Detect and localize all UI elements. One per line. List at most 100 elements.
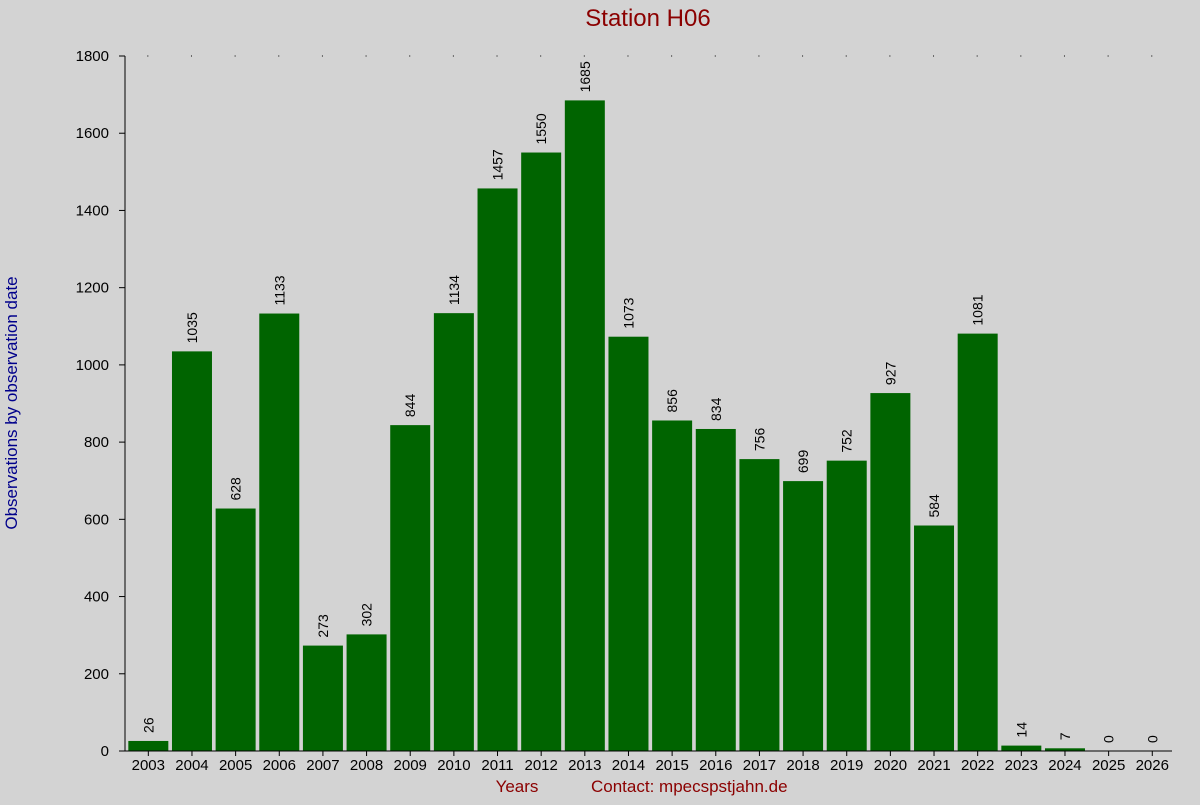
y-tick-label: 200 bbox=[84, 666, 109, 683]
x-axis-ticks: 2003 2004 2005 2006 2007 2008 2009 2010 2011 2012… bbox=[132, 751, 1169, 774]
x-tick-label-2006: 2006 bbox=[263, 757, 296, 774]
bar-2004 bbox=[171, 351, 212, 751]
chart-title: Station H06 bbox=[585, 5, 710, 32]
top-dot-marker bbox=[583, 55, 585, 57]
bar-value-label-2023: 14 bbox=[1013, 722, 1029, 738]
x-tick-label-2007: 2007 bbox=[306, 757, 339, 774]
bar-2019 bbox=[826, 460, 867, 751]
top-dot-marker bbox=[627, 55, 629, 57]
y-axis-ticks: 0 200 400 600 800 1000 1200 1400 1600 1800 bbox=[76, 48, 1153, 760]
bar-value-label-2020: 927 bbox=[882, 362, 898, 386]
bar-value-label-2017: 756 bbox=[751, 428, 767, 452]
bar-2006 bbox=[259, 313, 300, 751]
top-dot-marker bbox=[1020, 55, 1022, 57]
bar-value-label-2004: 1035 bbox=[184, 312, 200, 343]
bar-2003 bbox=[128, 740, 169, 751]
top-dot-marker bbox=[540, 55, 542, 57]
bars bbox=[128, 100, 1085, 752]
top-dot-marker bbox=[845, 55, 847, 57]
top-dot-marker bbox=[1107, 55, 1109, 57]
y-tick-label: 1600 bbox=[76, 125, 109, 142]
x-tick-label-2022: 2022 bbox=[961, 757, 994, 774]
top-dot-marker bbox=[976, 55, 978, 57]
x-tick-label-2009: 2009 bbox=[394, 757, 427, 774]
top-dot-marker bbox=[147, 55, 149, 57]
bar-2009 bbox=[390, 425, 431, 751]
bar-value-label-2013: 1685 bbox=[577, 61, 593, 92]
x-tick-label-2024: 2024 bbox=[1048, 757, 1081, 774]
x-tick-label-2025: 2025 bbox=[1092, 757, 1125, 774]
y-tick-label: 1400 bbox=[76, 202, 109, 219]
x-tick-label-2008: 2008 bbox=[350, 757, 383, 774]
y-tick-label: 600 bbox=[84, 511, 109, 528]
top-dot-marker bbox=[365, 55, 367, 57]
bar-value-label-2007: 273 bbox=[315, 614, 331, 638]
top-dot-marker bbox=[409, 55, 411, 57]
top-dot-marker bbox=[671, 55, 673, 57]
bar-value-label-2021: 584 bbox=[926, 494, 942, 518]
top-dot-marker bbox=[190, 55, 192, 57]
bar-value-label-2009: 844 bbox=[402, 394, 418, 418]
bar-2021 bbox=[914, 525, 955, 751]
bar-2024 bbox=[1044, 748, 1085, 751]
top-dot-marker bbox=[234, 55, 236, 57]
bar-value-label-2012: 1550 bbox=[533, 113, 549, 144]
x-tick-label-2003: 2003 bbox=[132, 757, 165, 774]
x-tick-label-2015: 2015 bbox=[655, 757, 688, 774]
y-tick-label: 1200 bbox=[76, 280, 109, 297]
bar-value-label-2014: 1073 bbox=[620, 297, 636, 328]
top-dot-marker bbox=[758, 55, 760, 57]
bar-2010 bbox=[433, 313, 474, 751]
bar-2020 bbox=[870, 393, 911, 751]
top-dot-marker bbox=[452, 55, 454, 57]
bar-value-label-2022: 1081 bbox=[970, 294, 986, 325]
contact-footer: Contact: mpecspstjahn.de bbox=[591, 777, 788, 796]
bar-2011 bbox=[477, 188, 518, 752]
bar-value-label-2015: 856 bbox=[664, 389, 680, 413]
bar-value-label-2025: 0 bbox=[1101, 735, 1117, 743]
bar-2018 bbox=[783, 481, 824, 751]
y-tick-label: 800 bbox=[84, 434, 109, 451]
bar-value-label-2016: 834 bbox=[708, 397, 724, 421]
x-tick-label-2018: 2018 bbox=[786, 757, 819, 774]
x-tick-label-2019: 2019 bbox=[830, 757, 863, 774]
top-dot-marker bbox=[802, 55, 804, 57]
bar-2016 bbox=[695, 428, 736, 751]
top-dot-marker bbox=[1151, 55, 1153, 57]
bar-value-label-2008: 302 bbox=[359, 603, 375, 627]
x-tick-label-2021: 2021 bbox=[917, 757, 950, 774]
bar-2007 bbox=[302, 645, 343, 751]
x-tick-label-2004: 2004 bbox=[175, 757, 208, 774]
y-tick-label: 1800 bbox=[76, 48, 109, 65]
x-tick-label-2014: 2014 bbox=[612, 757, 645, 774]
x-tick-label-2016: 2016 bbox=[699, 757, 732, 774]
x-axis-label: Years bbox=[496, 777, 539, 796]
bar-2017 bbox=[739, 459, 780, 751]
top-dot-marker bbox=[714, 55, 716, 57]
x-tick-label-2005: 2005 bbox=[219, 757, 252, 774]
x-tick-label-2012: 2012 bbox=[524, 757, 557, 774]
y-tick-label: 1000 bbox=[76, 357, 109, 374]
bar-2013 bbox=[564, 100, 605, 752]
bar-value-label-2011: 1457 bbox=[490, 149, 506, 180]
x-tick-label-2011: 2011 bbox=[481, 757, 513, 774]
top-dot-marker bbox=[321, 55, 323, 57]
top-dot-marker bbox=[933, 55, 935, 57]
bar-value-label-2024: 7 bbox=[1057, 732, 1073, 740]
top-dot-marker bbox=[1063, 55, 1065, 57]
bar-value-labels: 26 1035 628 1133 273 302 844 1134 1457 1550 1685 10… bbox=[140, 61, 1160, 743]
y-tick-label: 400 bbox=[84, 589, 109, 606]
bar-value-label-2026: 0 bbox=[1144, 735, 1160, 743]
x-tick-label-2026: 2026 bbox=[1136, 757, 1169, 774]
top-dot-marker bbox=[278, 55, 280, 57]
bar-value-label-2018: 699 bbox=[795, 450, 811, 474]
bar-value-label-2010: 1134 bbox=[446, 275, 462, 305]
y-tick-label: 0 bbox=[101, 743, 109, 760]
bar-value-label-2006: 1133 bbox=[271, 275, 287, 305]
bar-2012 bbox=[521, 152, 562, 751]
y-axis-label: Observations by observation date bbox=[2, 276, 21, 529]
top-dot-marker bbox=[496, 55, 498, 57]
x-tick-label-2010: 2010 bbox=[437, 757, 470, 774]
x-tick-label-2013: 2013 bbox=[568, 757, 601, 774]
